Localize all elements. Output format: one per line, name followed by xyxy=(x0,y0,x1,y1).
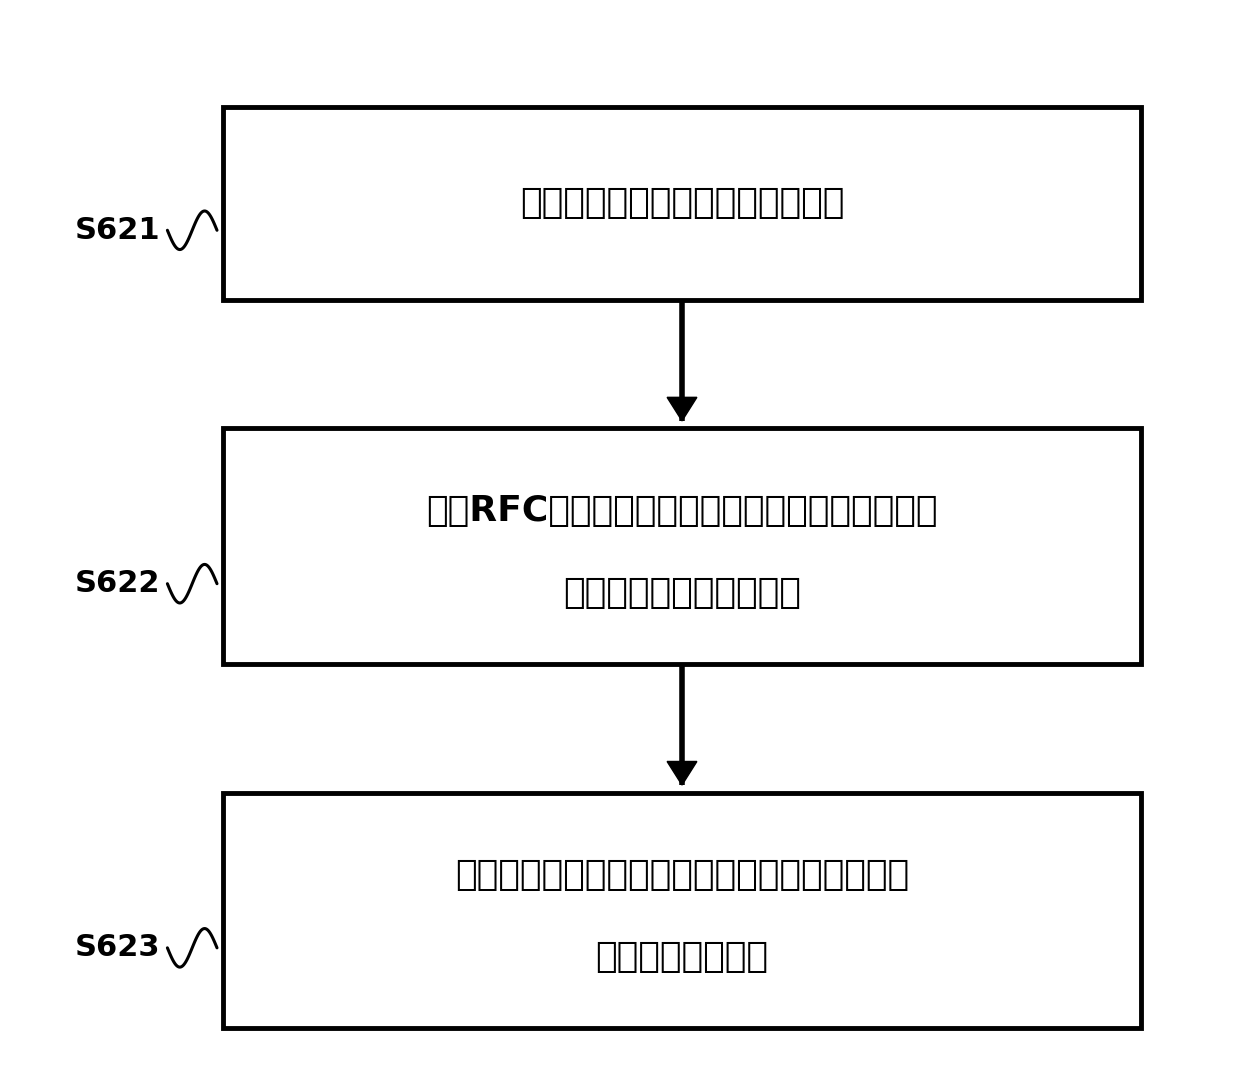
Bar xyxy=(223,107,1141,300)
FancyArrow shape xyxy=(667,397,697,421)
Text: 进行协议格式匹配: 进行协议格式匹配 xyxy=(595,940,769,975)
Text: 根据RFC协议规范提取训练集的协议格式信息，构: 根据RFC协议规范提取训练集的协议格式信息，构 xyxy=(427,494,937,528)
Bar xyxy=(223,428,1141,664)
Bar xyxy=(223,793,1141,1028)
Text: 根据正常通信数据包规则库对获取的单一数据包: 根据正常通信数据包规则库对获取的单一数据包 xyxy=(455,858,909,892)
Text: 建正常通信数据包规则库: 建正常通信数据包规则库 xyxy=(563,576,801,610)
Text: S623: S623 xyxy=(76,933,160,963)
Text: 获取正常通信数据包，构建训练集: 获取正常通信数据包，构建训练集 xyxy=(520,186,844,221)
Text: S622: S622 xyxy=(76,569,160,599)
FancyArrow shape xyxy=(667,761,697,785)
Text: S621: S621 xyxy=(74,215,161,245)
